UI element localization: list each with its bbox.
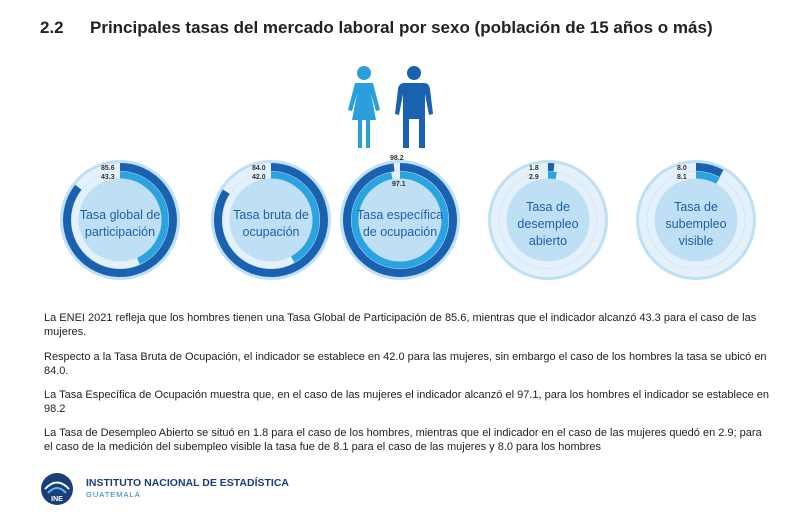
man-icon [395,66,433,148]
value-label-men: 1.8 [529,165,539,172]
section-number: 2.2 [40,18,64,37]
section-title: 2.2 Principales tasas del mercado laboral… [40,18,800,38]
indicator-label-line: Tasa bruta de [233,208,309,222]
indicator-label-line: de ocupación [362,225,438,239]
indicator-label-line: desempleo [517,216,579,231]
indicator-ring [488,160,608,280]
indicator-label-line: visible [678,233,714,248]
indicator-label: Tasa de desempleo abierto [478,199,618,250]
institution-country: GUATEMALA [86,490,141,499]
paragraph-ocupacion-bruta: Respecto a la Tasa Bruta de Ocupación, e… [44,351,767,377]
indicator-label-line: Tasa específica [356,208,444,222]
page-title: Principales tasas del mercado laboral po… [90,18,713,37]
indicator-chart: Tasa de subempleo visible 8.0 8.1 [626,150,766,290]
ring-arc-men [214,163,328,277]
indicator-label-line: subempleo [665,216,727,231]
indicator-label-line: abierto [528,233,568,248]
value-label-men: 85.6 [101,165,115,172]
ring-arc-women [119,171,169,265]
ring-arc-men [63,163,177,277]
institution-name: INSTITUTO NACIONAL DE ESTADÍSTICA [86,477,290,489]
indicator-label: Tasa global de participación [50,207,190,241]
indicator-charts: Tasa global de participación 85.6 43.3 Tasa … [0,150,810,300]
paragraph-desempleo: La Tasa de Desempleo Abierto se situó en… [44,427,762,453]
indicator-label: Tasa de subempleo visible [626,199,766,250]
ring-arc-men [695,163,724,178]
indicator-label-line: Tasa de [674,199,718,214]
ring-arc-women [270,171,320,263]
ring-arc-men [343,163,457,277]
ring-arc-women [547,171,557,180]
value-label-women: 43.3 [101,174,115,181]
indicator-ring [211,160,331,280]
value-label-men: 84.0 [252,165,266,172]
paragraph-participacion: La ENEI 2021 refleja que los hombres tie… [44,312,757,338]
value-label-men: 8.0 [677,165,687,172]
indicator-label: Tasa específica de ocupación [330,207,470,241]
woman-icon [348,66,380,148]
value-label-women: 2.9 [529,174,539,181]
indicator-chart: Tasa específica de ocupación 98.2 97.1 [330,150,470,290]
ring-arc-women [695,171,720,184]
indicator-label-line: Tasa de [526,199,570,214]
indicator-label: Tasa bruta de ocupación [201,207,341,241]
logo-text: INE [51,496,63,503]
indicator-ring [340,160,460,280]
paragraph-ocupacion-especifica: La Tasa Específica de Ocupación muestra … [44,389,770,415]
indicator-ring [60,160,180,280]
indicator-label-line: Tasa global de [79,208,161,222]
indicator-label-line: participación [84,225,156,239]
indicator-chart: Tasa bruta de ocupación 84.0 42.0 [201,150,341,290]
value-label-men: 98.2 [390,155,404,162]
value-label-women: 97.1 [392,181,406,188]
gender-figures [348,66,433,148]
ring-arc-women [351,171,449,269]
ine-logo: INE INSTITUTO NACIONAL DE ESTADÍSTICA GU… [40,472,340,506]
ine-logo-icon: INE [41,473,73,505]
indicator-chart: Tasa de desempleo abierto 1.8 2.9 [478,150,618,290]
value-label-women: 42.0 [252,174,266,181]
indicator-label-line: ocupación [242,225,300,239]
value-label-women: 8.1 [677,174,687,181]
indicator-chart: Tasa global de participación 85.6 43.3 [50,150,190,290]
indicator-ring [636,160,756,280]
